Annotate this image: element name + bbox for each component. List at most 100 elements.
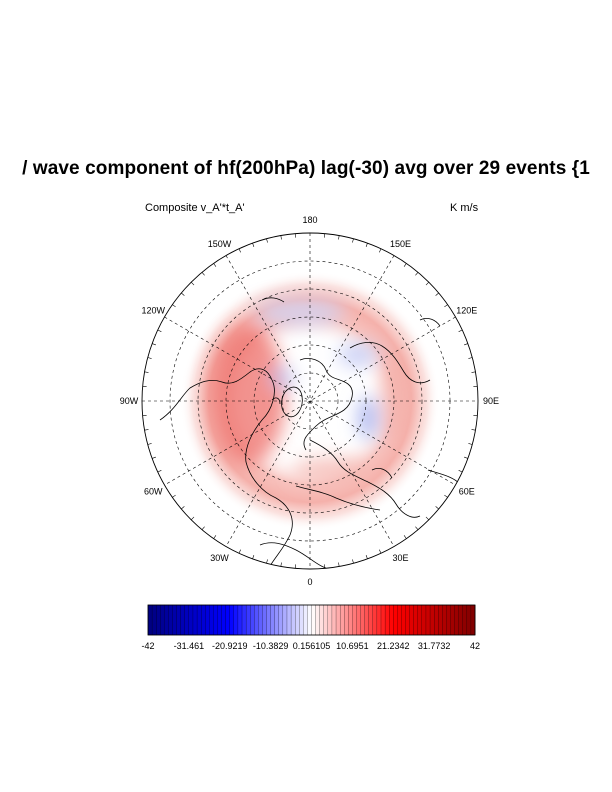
colorbar — [147, 604, 476, 636]
colorbar-swatch — [376, 604, 382, 636]
longitude-label: 90E — [483, 396, 499, 406]
boundary-tick — [280, 562, 282, 567]
longitude-label: 90W — [120, 396, 139, 406]
boundary-tick — [190, 281, 195, 286]
colorbar-swatch — [184, 604, 190, 636]
longitude-label: 120E — [456, 306, 477, 316]
colorbar-swatch — [348, 604, 353, 636]
boundary-tick — [468, 357, 473, 359]
boundary-tick — [435, 506, 439, 510]
colorbar-swatch — [245, 604, 251, 636]
colorbar-swatch — [454, 604, 460, 636]
boundary-tick — [403, 535, 407, 539]
colorbar-swatch — [405, 604, 411, 636]
longitude-label: 150W — [208, 239, 232, 249]
colorbar-swatch — [164, 604, 169, 636]
boundary-tick — [172, 304, 176, 308]
boundary-tick — [458, 470, 463, 473]
colorbar-label: 10.6951 — [336, 641, 369, 651]
boundary-tick — [266, 238, 268, 243]
units-label: K m/s — [450, 202, 479, 214]
colorbar-swatch — [151, 604, 157, 636]
colorbar-swatch — [209, 604, 214, 636]
boundary-tick — [365, 243, 368, 247]
colorbar-swatch — [172, 604, 178, 636]
boundary-tick — [238, 549, 241, 554]
colorbar-swatch — [409, 604, 415, 636]
boundary-tick — [252, 555, 255, 559]
boundary-tick — [338, 562, 340, 567]
longitude-label: 60E — [459, 487, 475, 497]
boundary-tick — [266, 559, 268, 564]
boundary-tick — [213, 263, 217, 267]
boundary-tick — [201, 526, 205, 530]
boundary-tick — [379, 248, 382, 253]
boundary-ticks — [142, 233, 478, 569]
colorbar-swatch — [241, 604, 247, 636]
boundary-tick — [147, 443, 152, 445]
boundary-tick — [147, 357, 152, 359]
colorbar-swatch — [205, 604, 210, 636]
boundary-tick — [425, 516, 430, 521]
colorbar-swatch — [290, 604, 296, 636]
colorbar-swatch — [225, 604, 231, 636]
colorbar-swatch — [360, 604, 366, 636]
colorbar-swatch — [380, 604, 386, 636]
coastlines — [159, 297, 461, 569]
colorbar-swatch — [295, 604, 300, 636]
colorbar-swatch — [352, 604, 357, 636]
colorbar-label: 21.2342 — [377, 641, 410, 651]
colorbar-swatch — [262, 604, 267, 636]
colorbar-swatch — [250, 604, 255, 636]
boundary-tick — [444, 304, 448, 308]
colorbar-swatch — [286, 604, 292, 636]
colorbar-swatch — [196, 604, 202, 636]
colorbar-swatch — [147, 604, 153, 636]
colorbar-swatch — [168, 604, 173, 636]
graticule — [142, 233, 478, 569]
colorbar-swatch — [270, 604, 276, 636]
colorbar-swatch — [254, 604, 259, 636]
longitude-label: 0 — [307, 577, 312, 587]
longitude-labels: 180 150E 120E 90E 60E 30E 0 30W 60W 90W 120W 150W — [120, 215, 499, 587]
boundary-tick — [379, 549, 382, 554]
colorbar-label: -31.461 — [174, 641, 205, 651]
colorbar-swatch — [258, 604, 263, 636]
colorbar-swatch — [384, 604, 390, 636]
boundary-tick — [181, 506, 185, 510]
longitude-label: 150E — [390, 239, 411, 249]
longitude-label: 120W — [141, 306, 165, 316]
boundary-tick — [471, 429, 476, 431]
boundary-tick — [444, 494, 448, 498]
colorbar-swatch — [303, 604, 308, 636]
colorbar-swatch — [401, 604, 406, 636]
colorbar-swatch — [438, 604, 443, 636]
boundary-tick — [252, 243, 255, 247]
colorbar-swatch — [299, 604, 304, 636]
colorbar-swatch — [176, 604, 182, 636]
colorbar-swatch — [425, 604, 431, 636]
colorbar-swatch — [429, 604, 435, 636]
boundary-tick — [435, 292, 439, 296]
colorbar-swatch — [393, 604, 398, 636]
colorbar-label: 31.7732 — [418, 641, 451, 651]
colorbar-swatch — [466, 604, 472, 636]
longitude-label: 180 — [302, 215, 317, 225]
boundary-tick — [157, 329, 162, 332]
colorbar-swatch — [417, 604, 423, 636]
boundary-tick — [403, 263, 407, 267]
boundary-tick — [425, 281, 430, 286]
colorbar-swatch — [339, 604, 345, 636]
colorbar-swatch — [315, 604, 321, 636]
boundary-tick — [338, 235, 340, 240]
colorbar-label: -42 — [141, 641, 154, 651]
colorbar-swatch — [356, 604, 361, 636]
colorbar-swatch — [311, 604, 317, 636]
colorbar-swatch — [446, 604, 451, 636]
boundary-tick — [280, 235, 282, 240]
colorbar-swatch — [450, 604, 455, 636]
colorbar-swatch — [335, 604, 341, 636]
colorbar-swatch — [413, 604, 419, 636]
colorbar-swatch — [442, 604, 447, 636]
